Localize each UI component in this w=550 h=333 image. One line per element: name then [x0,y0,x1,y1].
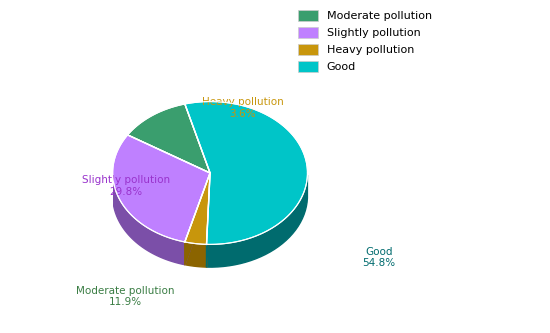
Polygon shape [207,173,210,267]
Text: Moderate pollution
11.9%: Moderate pollution 11.9% [76,286,175,307]
Polygon shape [128,104,210,173]
Polygon shape [185,242,207,267]
Legend: Moderate pollution, Slightly pollution, Heavy pollution, Good: Moderate pollution, Slightly pollution, … [294,6,435,76]
Polygon shape [185,173,210,265]
Text: Slightly pollution
29.8%: Slightly pollution 29.8% [81,175,170,197]
Polygon shape [207,175,307,267]
Polygon shape [113,173,185,265]
Polygon shape [185,102,307,244]
Polygon shape [185,173,210,265]
Text: Good
54.8%: Good 54.8% [362,247,395,268]
Polygon shape [113,135,210,242]
Polygon shape [185,173,210,244]
Text: Heavy pollution
3.6%: Heavy pollution 3.6% [202,97,283,119]
Polygon shape [207,173,210,267]
